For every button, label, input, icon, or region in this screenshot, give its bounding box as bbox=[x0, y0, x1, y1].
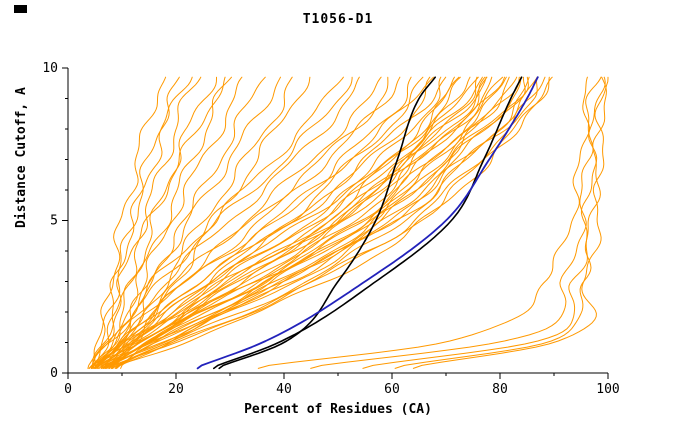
curve-o01 bbox=[91, 76, 167, 369]
curve-o19 bbox=[94, 76, 353, 369]
curve-o41 bbox=[102, 76, 483, 369]
curve-o32 bbox=[100, 76, 461, 369]
y-tick-label: 0 bbox=[50, 366, 58, 381]
curve-o38 bbox=[116, 76, 526, 369]
curve-o07 bbox=[94, 76, 266, 369]
x-axis-label: Percent of Residues (CA) bbox=[244, 402, 432, 417]
curve-o17 bbox=[109, 76, 424, 369]
curve-o42 bbox=[115, 76, 510, 369]
curve-black-1 bbox=[218, 76, 436, 370]
x-tick-label: 100 bbox=[596, 382, 619, 397]
curve-blue-model bbox=[196, 76, 539, 370]
curve-o35 bbox=[111, 76, 493, 369]
curve-o40 bbox=[96, 76, 460, 369]
curve-o28 bbox=[114, 76, 530, 369]
curve-o50 bbox=[110, 76, 488, 369]
curve-o24 bbox=[103, 76, 486, 369]
curve-o43 bbox=[120, 76, 538, 369]
curve-o10 bbox=[91, 76, 232, 369]
curve-o29 bbox=[112, 76, 546, 369]
curve-o16 bbox=[102, 76, 412, 369]
curve-o03 bbox=[92, 76, 202, 369]
curve-o54 bbox=[257, 76, 590, 369]
curve-o15 bbox=[94, 76, 401, 369]
curve-o37 bbox=[106, 76, 520, 369]
x-tick-label: 20 bbox=[168, 382, 184, 397]
curve-o52 bbox=[362, 76, 606, 369]
curve-o20 bbox=[104, 76, 389, 369]
corner-mark bbox=[14, 5, 27, 13]
curve-o31 bbox=[96, 76, 442, 369]
curve-o45 bbox=[98, 76, 529, 369]
curve-black-2 bbox=[213, 76, 523, 370]
curve-o30 bbox=[111, 76, 550, 369]
curve-o53 bbox=[394, 76, 607, 369]
x-tick-label: 60 bbox=[384, 382, 400, 397]
curve-o04 bbox=[91, 76, 217, 369]
y-tick-label: 10 bbox=[42, 61, 58, 76]
curve-o18 bbox=[87, 76, 344, 369]
curve-o49 bbox=[101, 76, 447, 369]
curve-o11 bbox=[91, 76, 193, 369]
curve-o14 bbox=[90, 76, 382, 369]
curve-o06 bbox=[95, 76, 243, 369]
curve-o05 bbox=[91, 76, 226, 369]
curve-o55 bbox=[412, 76, 609, 369]
x-tick-label: 40 bbox=[276, 382, 292, 397]
curve-o02 bbox=[93, 76, 180, 369]
curve-o51 bbox=[310, 76, 602, 369]
chart-title: T1056-D1 bbox=[302, 12, 374, 27]
x-tick-label: 80 bbox=[492, 382, 508, 397]
curve-o09 bbox=[105, 76, 293, 369]
y-tick-label: 5 bbox=[50, 214, 58, 229]
curve-o47 bbox=[108, 76, 553, 369]
curve-o44 bbox=[91, 76, 505, 369]
curve-o48 bbox=[89, 76, 434, 369]
x-tick-label: 0 bbox=[64, 382, 72, 397]
